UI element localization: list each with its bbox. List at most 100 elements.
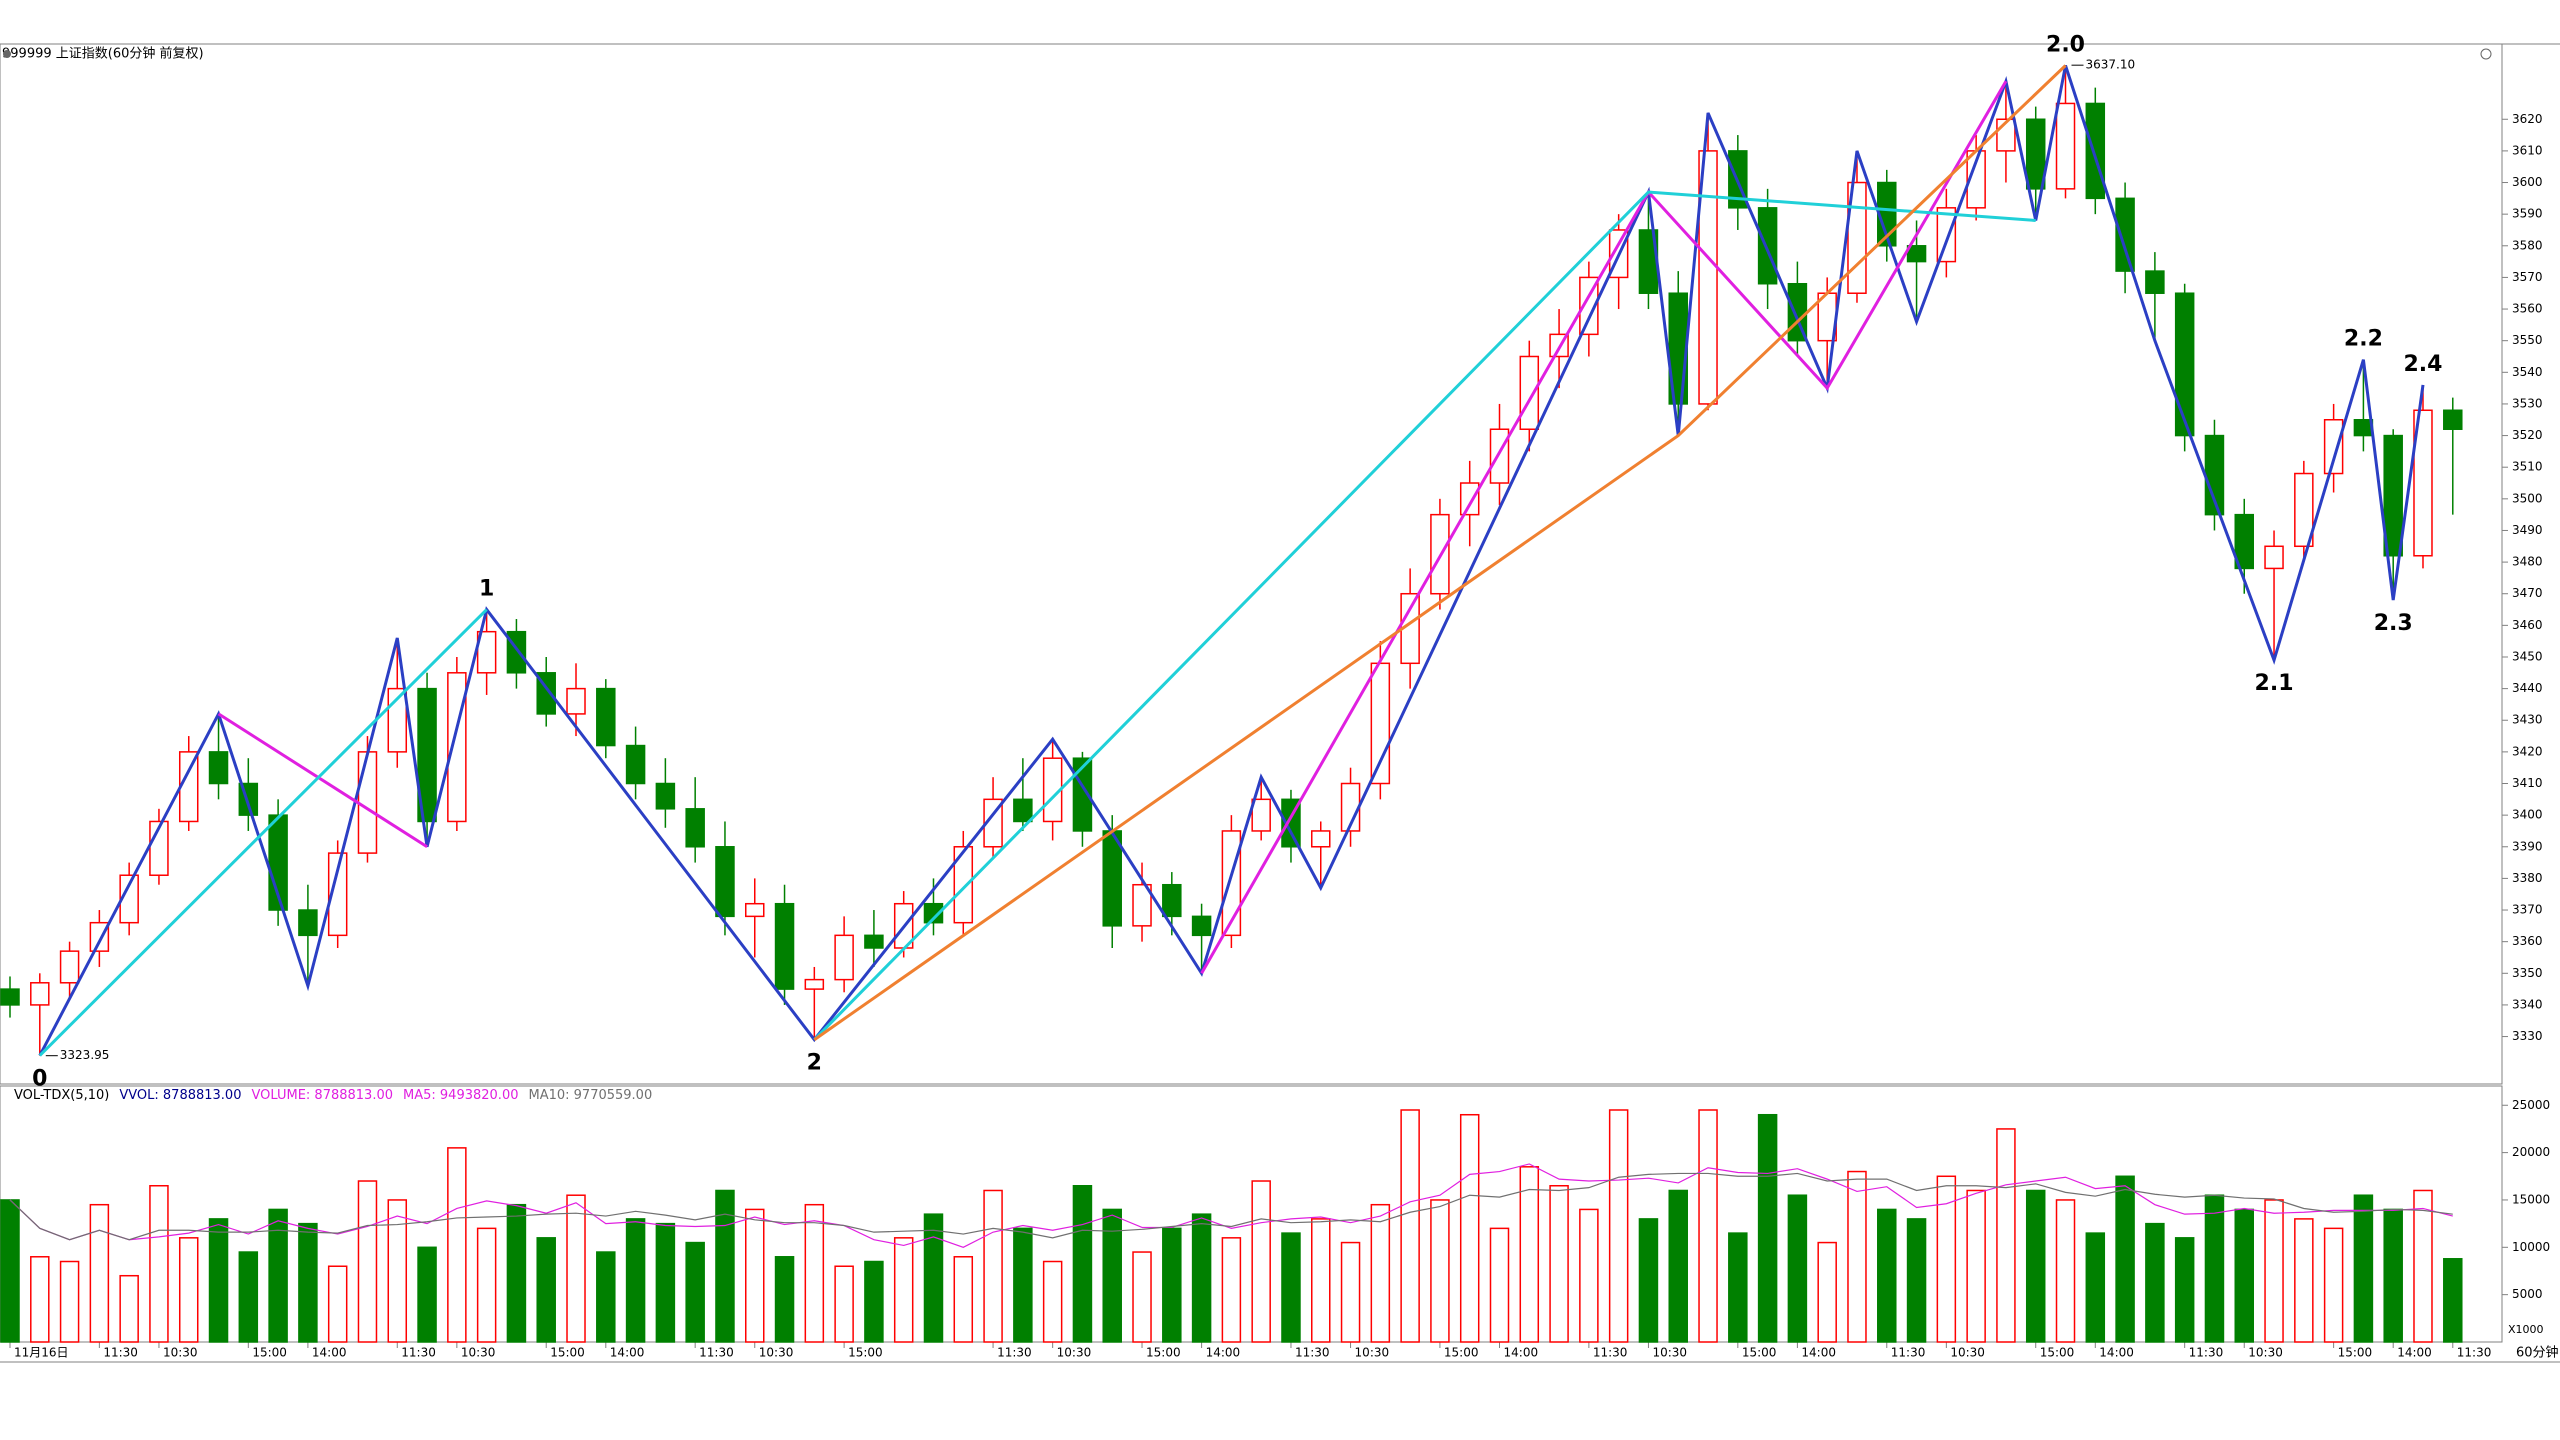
volume-bar	[1698, 1109, 1718, 1343]
y-tick-label: 3330	[2512, 1029, 2543, 1043]
candle-body	[774, 902, 795, 990]
volume-bar	[357, 1180, 378, 1343]
pivot-label: 2.1	[2255, 671, 2294, 696]
y-tick-label: 3540	[2512, 365, 2543, 379]
volume-bar	[625, 1218, 646, 1343]
x-tick-label: 15:00	[550, 1346, 585, 1360]
candle-body	[2115, 197, 2135, 272]
volume-bar	[1877, 1208, 1897, 1343]
y-tick-label: 3520	[2512, 428, 2543, 442]
volume-bar	[864, 1260, 884, 1343]
volume-bar	[2413, 1189, 2433, 1343]
candle-body	[745, 902, 765, 918]
x-tick-label: 15:00	[252, 1346, 287, 1360]
volume-bar	[1400, 1109, 1420, 1343]
candle-body	[2413, 409, 2433, 557]
candle-body	[298, 909, 318, 937]
volume-bar	[834, 1265, 854, 1343]
candle-body	[178, 751, 199, 823]
volume-bar	[1251, 1180, 1271, 1343]
volume-bar	[1191, 1213, 1212, 1343]
candle-body	[476, 630, 497, 674]
volume-bar	[1430, 1199, 1450, 1343]
y-tick-label: 3440	[2512, 681, 2543, 695]
volume-bar	[1042, 1260, 1063, 1343]
volume-bar	[417, 1246, 437, 1343]
candle-body	[327, 852, 348, 937]
candle-body	[596, 687, 616, 747]
ma-line	[9, 1172, 2453, 1241]
volume-bar	[983, 1189, 1003, 1343]
volume-bar	[30, 1256, 50, 1343]
candle-body	[2145, 270, 2165, 294]
candle-body	[506, 630, 527, 674]
candle-body	[685, 808, 705, 848]
volume-bar	[238, 1251, 259, 1343]
pivot-label: 2.3	[2374, 611, 2413, 636]
volume-bar	[1847, 1170, 1867, 1343]
volume-panel-frame	[0, 1085, 2503, 1343]
y-tick-label: 3450	[2512, 649, 2543, 663]
x-tick-label: 11:30	[1295, 1346, 1330, 1360]
volume-bar	[89, 1203, 110, 1343]
x-tick-label: 11:30	[1593, 1346, 1628, 1360]
volume-bar	[178, 1237, 199, 1343]
candle-body	[655, 782, 676, 810]
volume-bar	[0, 1199, 20, 1343]
x-tick-label: 15:00	[1146, 1346, 1181, 1360]
volume-bar	[953, 1256, 974, 1343]
y-tick-label: 3460	[2512, 618, 2543, 632]
window-control[interactable]	[2480, 48, 2492, 60]
candle-body	[2294, 472, 2314, 548]
zigzag-line	[813, 64, 2067, 1041]
y-tick-label: 3390	[2512, 839, 2543, 853]
volume-bar	[1787, 1194, 1808, 1343]
y-tick-label: 3620	[2512, 112, 2543, 126]
volume-bar	[1102, 1208, 1122, 1343]
pivot-label: 2.0	[2046, 32, 2085, 57]
candle-body	[1251, 798, 1271, 832]
candle-body	[2025, 118, 2046, 190]
volume-bar	[1459, 1113, 1480, 1343]
volume-bar	[2145, 1222, 2165, 1343]
volume-bar	[1638, 1218, 1659, 1343]
volume-bar	[447, 1147, 467, 1343]
volume-bar	[1549, 1185, 1569, 1343]
x-tick-label: 10:30	[1652, 1346, 1687, 1360]
y-tick-label: 3490	[2512, 523, 2543, 537]
volume-bar	[715, 1189, 735, 1343]
volume-bar	[596, 1251, 616, 1343]
y-tick-label: 15000	[2512, 1192, 2550, 1206]
period-label: 60分钟	[2516, 1345, 2559, 1361]
candle-body	[953, 846, 974, 924]
x-tick-label: 11:30	[2457, 1346, 2492, 1360]
y-tick-label: 3600	[2512, 175, 2543, 189]
candle-body	[1579, 276, 1599, 336]
volume-bar	[1757, 1113, 1778, 1343]
candle-body	[566, 687, 586, 715]
candle-body	[1162, 883, 1182, 918]
volume-bar	[1608, 1109, 1629, 1343]
volume-bar	[1370, 1203, 1391, 1343]
pivot-label: 0	[32, 1067, 47, 1092]
volume-bar	[2085, 1232, 2106, 1343]
ma-line	[9, 1163, 2453, 1248]
candle-body	[2323, 419, 2344, 475]
y-tick-label: 3550	[2512, 333, 2543, 347]
candle-body	[0, 988, 20, 1006]
unit-label: X1000	[2508, 1323, 2544, 1336]
x-tick-label: 10:30	[163, 1346, 198, 1360]
x-tick-label: 14:00	[2099, 1346, 2134, 1360]
volume-bar	[536, 1237, 556, 1343]
y-tick-label: 3360	[2512, 934, 2543, 948]
volume-bar	[1906, 1218, 1927, 1343]
volume-bar	[1311, 1218, 1331, 1343]
x-tick-label: 15:00	[1444, 1346, 1479, 1360]
volume-bar	[1519, 1166, 1540, 1343]
volume-bar	[1013, 1227, 1033, 1343]
x-tick-label: 11:30	[1891, 1346, 1926, 1360]
candle-body	[1132, 883, 1152, 927]
volume-bar	[208, 1218, 229, 1343]
volume-bar	[2055, 1199, 2076, 1343]
volume-bar	[1162, 1227, 1182, 1343]
